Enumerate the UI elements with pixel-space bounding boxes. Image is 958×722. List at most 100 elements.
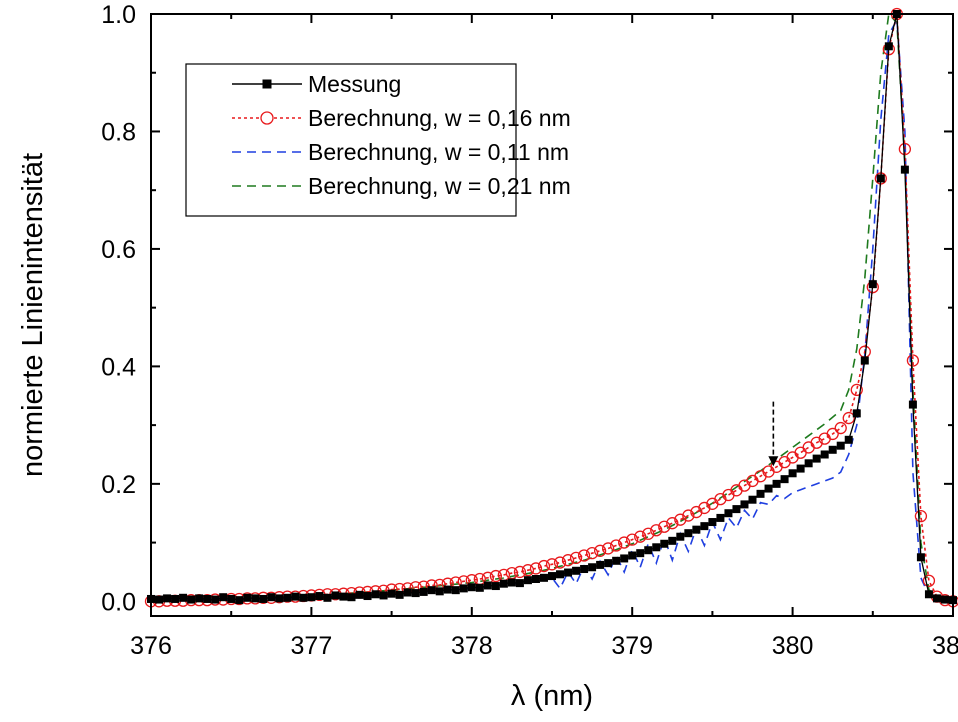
data-point — [521, 564, 535, 577]
data-point — [235, 596, 244, 605]
data-point — [259, 594, 268, 603]
data-point — [577, 549, 591, 562]
data-point — [796, 464, 805, 473]
data-point — [379, 591, 388, 600]
data-point — [906, 354, 920, 367]
data-point — [171, 594, 180, 603]
data-point — [355, 590, 364, 599]
data-point — [593, 544, 607, 557]
x-tick-label: 378 — [451, 632, 493, 660]
data-point — [163, 594, 172, 603]
data-point — [275, 594, 284, 603]
data-point — [443, 585, 452, 594]
data-point — [772, 479, 781, 488]
data-point — [828, 445, 837, 454]
data-point — [652, 543, 661, 552]
data-point — [347, 593, 356, 602]
data-point — [668, 536, 677, 545]
annotation-arrow — [768, 401, 779, 467]
data-point — [580, 565, 589, 574]
data-point — [529, 562, 543, 575]
data-point — [764, 484, 773, 493]
data-point — [826, 427, 839, 441]
data-point — [732, 505, 741, 514]
data-point — [700, 522, 709, 531]
data-point — [834, 421, 847, 435]
y-axis-label: normierte Linienintensität — [17, 153, 49, 477]
data-point — [762, 465, 775, 478]
data-point — [658, 520, 671, 533]
legend-entry-2: Berechnung, w = 0,11 nm — [232, 139, 569, 165]
y-tick-labels: 0.0 0.2 0.4 0.6 0.8 1.0 — [101, 1, 136, 616]
x-tick-label: 380 — [772, 632, 814, 660]
legend-entry-0: Messung — [232, 71, 401, 97]
data-point — [155, 595, 164, 604]
data-point — [179, 593, 188, 602]
data-point — [748, 495, 757, 504]
y-tick-label: 0.2 — [101, 471, 136, 499]
series-0 — [147, 10, 957, 605]
data-point — [860, 356, 869, 365]
data-point — [539, 573, 548, 582]
data-point — [195, 594, 204, 603]
legend-marker — [260, 111, 274, 125]
data-point — [932, 594, 941, 603]
x-tick-label: 376 — [130, 632, 172, 660]
data-point — [610, 539, 623, 552]
data-point — [898, 142, 912, 156]
data-point — [850, 383, 863, 397]
data-point — [556, 570, 565, 579]
data-point — [499, 579, 508, 588]
data-point — [802, 441, 815, 454]
data-point — [626, 533, 639, 546]
data-point — [922, 574, 936, 587]
data-point — [283, 593, 292, 602]
data-point — [601, 542, 615, 555]
data-point — [588, 563, 597, 572]
data-point — [778, 455, 791, 469]
data-point — [714, 492, 727, 506]
data-point — [203, 594, 212, 603]
plot-frame — [150, 13, 954, 617]
data-point — [716, 513, 725, 522]
data-point — [459, 584, 468, 593]
data-point — [323, 593, 332, 602]
data-point — [852, 409, 861, 418]
data-point — [676, 532, 685, 541]
data-point — [211, 595, 220, 604]
data-point — [339, 592, 348, 601]
y-tick-label: 0.6 — [101, 236, 136, 264]
data-point — [820, 450, 829, 459]
data-point — [698, 501, 711, 515]
data-point — [507, 578, 516, 587]
y-tick-label: 0.0 — [101, 588, 136, 616]
data-point — [804, 459, 813, 468]
data-point — [467, 583, 476, 592]
data-point — [628, 551, 637, 560]
data-point — [756, 489, 765, 498]
data-point — [708, 518, 717, 527]
x-tick-label: 379 — [611, 632, 653, 660]
data-point — [810, 436, 823, 449]
data-point — [780, 475, 789, 484]
legend: Messung Berechnung, w = 0,16 nm Berechnung… — [185, 63, 571, 217]
data-point — [545, 558, 559, 571]
legend-label: Berechnung, w = 0,11 nm — [308, 139, 569, 165]
data-point — [634, 530, 647, 543]
y-tick-label: 0.8 — [101, 118, 136, 146]
data-point — [660, 539, 669, 548]
data-point — [243, 593, 252, 602]
data-point — [483, 581, 492, 590]
data-point — [884, 42, 893, 51]
arrow-head — [768, 456, 779, 467]
data-point — [523, 576, 532, 585]
data-point — [331, 591, 340, 600]
legend-entry-1: Berechnung, w = 0,16 nm — [232, 105, 571, 131]
data-point — [387, 589, 396, 598]
data-point — [475, 583, 484, 592]
data-point — [403, 588, 412, 597]
data-point — [251, 594, 260, 603]
data-point — [740, 500, 749, 509]
data-point — [794, 446, 807, 459]
data-point — [531, 574, 540, 583]
